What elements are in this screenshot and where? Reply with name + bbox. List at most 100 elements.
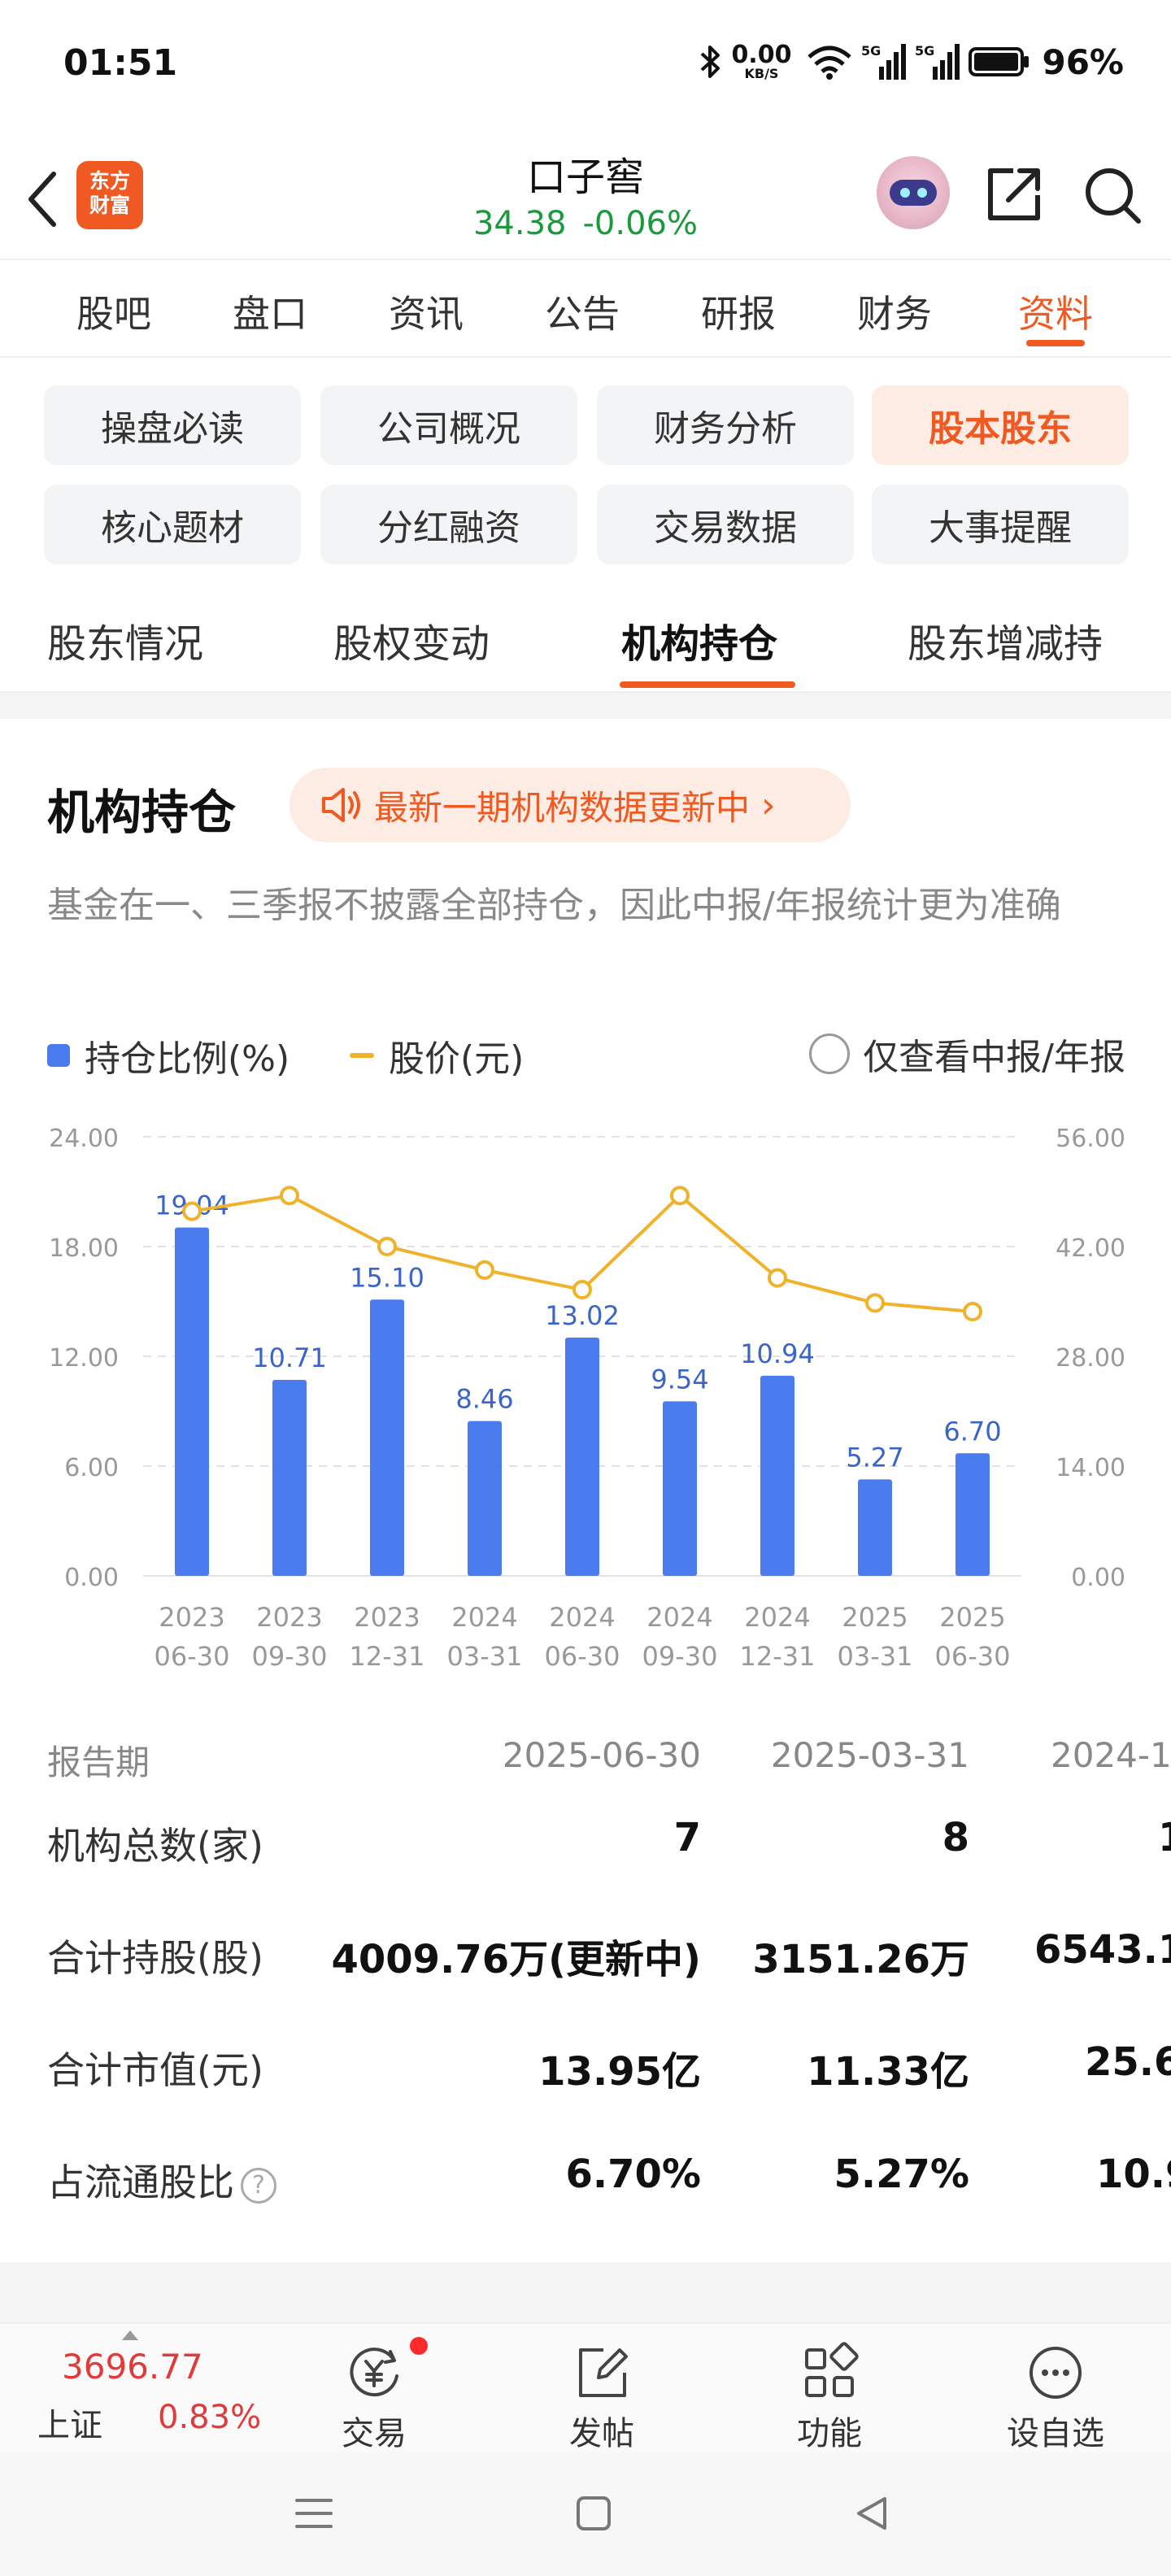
chip-company-overview[interactable]: 公司概况 xyxy=(320,385,577,465)
y-right-tick-label: 42.00 xyxy=(1056,1234,1125,1263)
app-logo[interactable]: 东方 财富 xyxy=(76,161,143,229)
table-cell: 10.9 xyxy=(1096,2152,1171,2197)
x-tick-label-date: 12-31 xyxy=(740,1641,816,1672)
wifi-icon xyxy=(806,44,853,80)
section-separator xyxy=(0,693,1171,719)
chip-share-capital-holders[interactable]: 股本股东 xyxy=(872,385,1129,465)
net-speed-unit: KB/S xyxy=(744,66,779,81)
x-tick-label-year: 2023 xyxy=(159,1602,224,1633)
header-divider xyxy=(0,259,1171,260)
y-left-tick-label: 0.00 xyxy=(64,1564,119,1592)
ai-assistant-avatar[interactable] xyxy=(877,156,950,229)
table-header-label: 报告期 xyxy=(47,1743,150,1782)
chip-dividends-financing[interactable]: 分红融资 xyxy=(320,485,577,564)
holding-ratio-bar xyxy=(175,1227,209,1576)
x-tick-label-year: 2023 xyxy=(256,1602,322,1633)
search-button[interactable] xyxy=(1080,163,1145,228)
y-left-tick-label: 18.00 xyxy=(49,1234,119,1263)
institutional-holdings-chart: 24.00 56.00 18.00 42.00 12.00 28.00 6.00 14.00 0… xyxy=(49,1125,1125,1672)
share-price-point xyxy=(475,1260,494,1280)
help-icon[interactable]: ? xyxy=(241,2167,276,2204)
active-secondary-tab-indicator xyxy=(620,681,795,688)
x-tick-label-year: 2025 xyxy=(842,1602,908,1633)
share-icon xyxy=(988,168,1040,220)
legend-bar-swatch xyxy=(47,1044,70,1067)
share-button[interactable] xyxy=(981,163,1046,228)
share-price-point xyxy=(865,1293,885,1313)
chip-event-reminders[interactable]: 大事提醒 xyxy=(872,485,1129,564)
stock-change-pct: -0.06% xyxy=(582,205,699,242)
chip-trading-must-read[interactable]: 操盘必读 xyxy=(44,385,301,465)
chevron-right-icon: › xyxy=(761,784,776,826)
tab-research[interactable]: 研报 xyxy=(701,292,776,336)
tab-profile[interactable]: 资料 xyxy=(1018,292,1093,336)
tab-announcements[interactable]: 公告 xyxy=(545,292,620,336)
bar-value-label: 10.94 xyxy=(740,1338,815,1369)
nav-compose-label: 发帖 xyxy=(569,2415,634,2452)
nav-compose[interactable]: 发帖 xyxy=(537,2332,667,2454)
tab-guba[interactable]: 股吧 xyxy=(76,292,151,336)
table-cell: 13.95亿 xyxy=(538,2049,701,2095)
radio-unchecked-icon[interactable] xyxy=(809,1033,851,1074)
expand-up-icon xyxy=(122,2330,138,2340)
tabs-divider xyxy=(0,356,1171,358)
nav-functions[interactable]: 功能 xyxy=(764,2332,895,2454)
active-tab-indicator xyxy=(1026,340,1085,346)
tab-pankou[interactable]: 盘口 xyxy=(233,292,307,336)
app-logo-line1: 东方 xyxy=(89,169,130,193)
chip-financial-analysis[interactable]: 财务分析 xyxy=(597,385,854,465)
chip-core-themes[interactable]: 核心题材 xyxy=(44,485,301,564)
holding-ratio-bar xyxy=(858,1479,892,1576)
tab-equity-changes[interactable]: 股权变动 xyxy=(333,621,490,667)
stock-name: 口子窖 xyxy=(526,154,644,200)
nav-trade[interactable]: 交易 xyxy=(309,2332,439,2454)
holding-ratio-bar xyxy=(663,1401,697,1576)
net-speed-value: 0.00 xyxy=(731,41,792,69)
holding-ratio-bar xyxy=(370,1299,404,1576)
row-label-total-shares: 合计持股(股) xyxy=(47,1936,263,1980)
x-tick-label-year: 2024 xyxy=(451,1602,517,1633)
bottom-toolbar: 3696.77 上证 0.83% 交易 发帖 功能 设自选 xyxy=(0,2322,1171,2452)
notification-badge xyxy=(410,2337,428,2355)
update-notice-text: 最新一期机构数据更新中 xyxy=(374,787,751,828)
system-navigation-bar xyxy=(0,2452,1171,2576)
x-tick-label-date: 09-30 xyxy=(252,1641,328,1672)
battery-icon xyxy=(969,46,1030,78)
chip-trading-data[interactable]: 交易数据 xyxy=(597,485,854,564)
home-button[interactable] xyxy=(561,2485,626,2542)
back-button[interactable] xyxy=(18,163,67,236)
home-square-icon xyxy=(577,2496,611,2530)
recents-button[interactable] xyxy=(281,2485,346,2542)
table-cell: 6543.1 xyxy=(1034,1927,1171,1973)
update-notice-link[interactable]: 最新一期机构数据更新中 › xyxy=(289,768,851,842)
table-cell: 1 xyxy=(1158,1815,1171,1860)
search-icon xyxy=(1086,168,1141,224)
legend-bar-label: 持仓比例(%) xyxy=(85,1038,290,1080)
table-period-header: 2024-12 xyxy=(1051,1735,1171,1775)
table-cell: 11.33亿 xyxy=(807,2049,969,2095)
legend-share-price: 股价(元) xyxy=(350,1031,524,1080)
legend-line-swatch xyxy=(350,1053,374,1058)
speaker-icon xyxy=(319,785,364,825)
system-back-button[interactable] xyxy=(839,2485,904,2542)
nav-add-watchlist[interactable]: 设自选 xyxy=(990,2332,1121,2454)
tab-news[interactable]: 资讯 xyxy=(389,292,464,336)
svg-text:5G: 5G xyxy=(861,43,881,59)
tab-shareholders[interactable]: 股东情况 xyxy=(47,621,204,667)
stock-price: 34.38 xyxy=(472,205,567,242)
x-tick-label-year: 2024 xyxy=(646,1602,712,1633)
stock-quote: 34.38 -0.06% xyxy=(0,205,1171,242)
x-tick-label-date: 09-30 xyxy=(642,1641,718,1672)
x-tick-label-date: 03-31 xyxy=(447,1641,523,1672)
holding-ratio-bar xyxy=(272,1380,307,1576)
status-icons: 0.00 KB/S 5G 5G 96% xyxy=(699,37,1124,86)
trade-yen-icon xyxy=(342,2342,407,2404)
tab-institutional-holdings[interactable]: 机构持仓 xyxy=(621,621,778,667)
share-price-point xyxy=(768,1268,787,1288)
section-note: 基金在一、三季报不披露全部持仓，因此中报/年报统计更为准确 xyxy=(47,885,1061,926)
interim-annual-only-toggle[interactable]: 仅查看中报/年报 xyxy=(809,1029,1125,1078)
tab-finance[interactable]: 财务 xyxy=(857,292,932,336)
x-tick-label-year: 2023 xyxy=(354,1602,420,1633)
bar-value-label: 6.70 xyxy=(943,1416,1001,1447)
tab-holder-changes[interactable]: 股东增减持 xyxy=(908,621,1104,667)
